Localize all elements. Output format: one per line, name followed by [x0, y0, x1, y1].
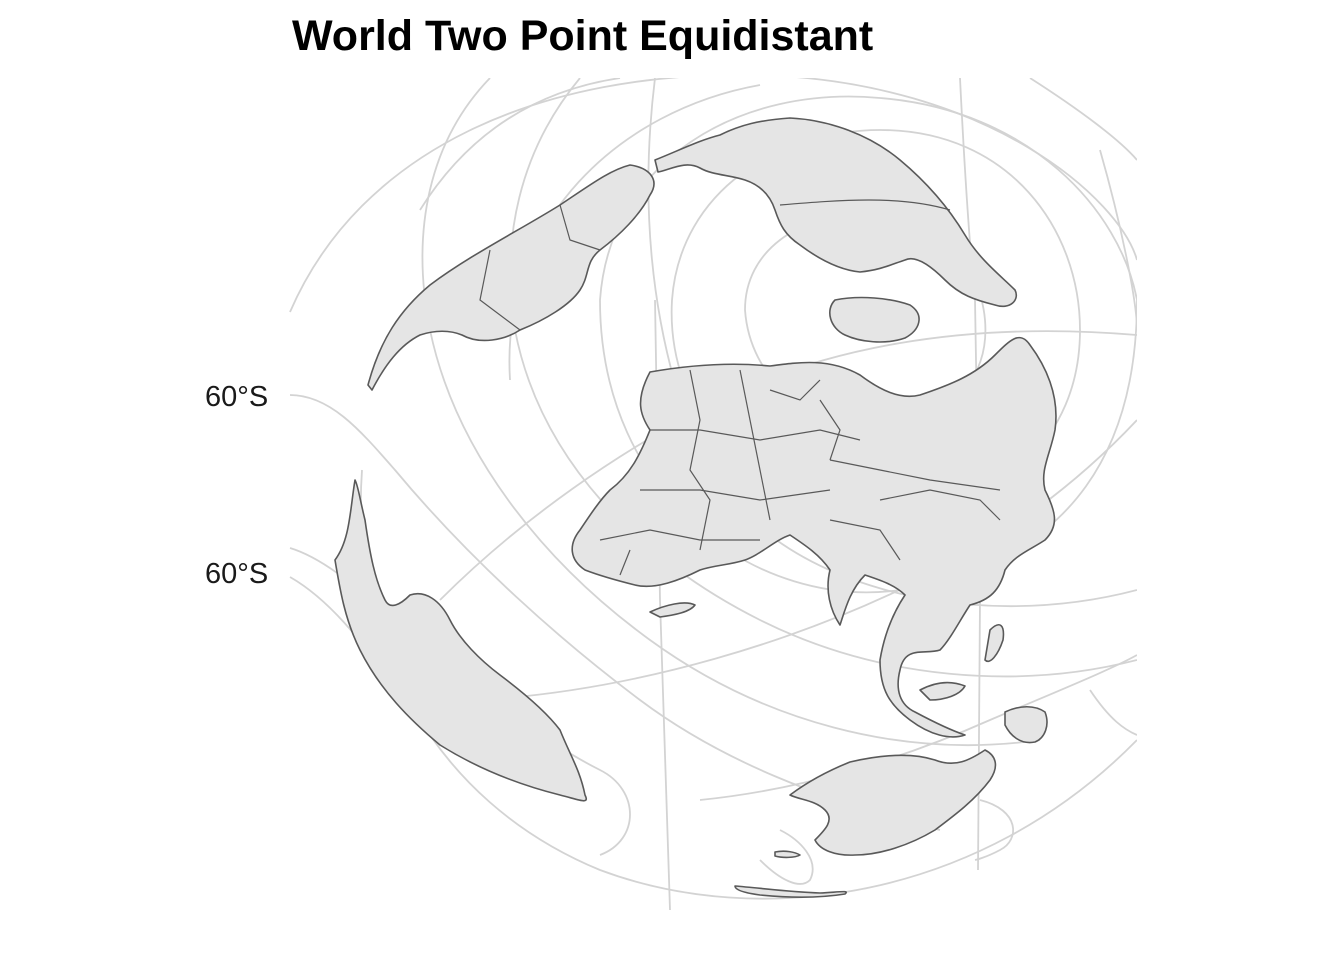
meridian-line — [421, 78, 1041, 746]
parallel-line — [699, 654, 1137, 801]
landmasses — [334, 117, 1057, 898]
landmass-island — [1004, 705, 1048, 744]
border-line — [829, 459, 1001, 491]
parallel-line — [1089, 689, 1137, 736]
border-line — [619, 549, 631, 576]
landmass-island — [984, 624, 1005, 662]
border-line — [779, 199, 951, 211]
country-borders — [479, 199, 1001, 576]
landmass-island — [829, 296, 920, 343]
parallel-line — [974, 799, 1015, 861]
landmass-north — [367, 164, 655, 391]
parallel-line — [289, 394, 941, 831]
meridian-line — [1099, 149, 1137, 331]
border-line — [819, 399, 841, 461]
border-line — [879, 489, 1001, 521]
landmass-island — [774, 850, 801, 859]
landmass-north — [654, 117, 1017, 308]
border-line — [829, 519, 901, 561]
parallel-ring — [419, 78, 621, 211]
border-line — [689, 369, 711, 551]
landmass-south — [334, 479, 587, 802]
globe-outline — [289, 78, 1137, 313]
border-line — [739, 369, 771, 521]
latitude-label-lower: 60°S — [205, 558, 269, 590]
landmass-southeast — [789, 749, 997, 856]
meridian-line — [1029, 78, 1137, 161]
border-line — [479, 249, 521, 331]
landmass-central — [571, 336, 1057, 738]
border-line — [559, 204, 601, 251]
landmass-island — [734, 885, 847, 898]
border-line — [650, 429, 861, 441]
latitude-label-upper: 60°S — [205, 381, 269, 413]
landmass-island — [649, 602, 696, 618]
parallel-line — [479, 419, 1137, 701]
border-line — [769, 379, 821, 401]
border-line — [640, 489, 831, 501]
map-title: World Two Point Equidistant — [292, 12, 874, 60]
border-line — [599, 529, 760, 541]
parallel-line — [759, 829, 814, 885]
landmass-island — [919, 681, 966, 701]
